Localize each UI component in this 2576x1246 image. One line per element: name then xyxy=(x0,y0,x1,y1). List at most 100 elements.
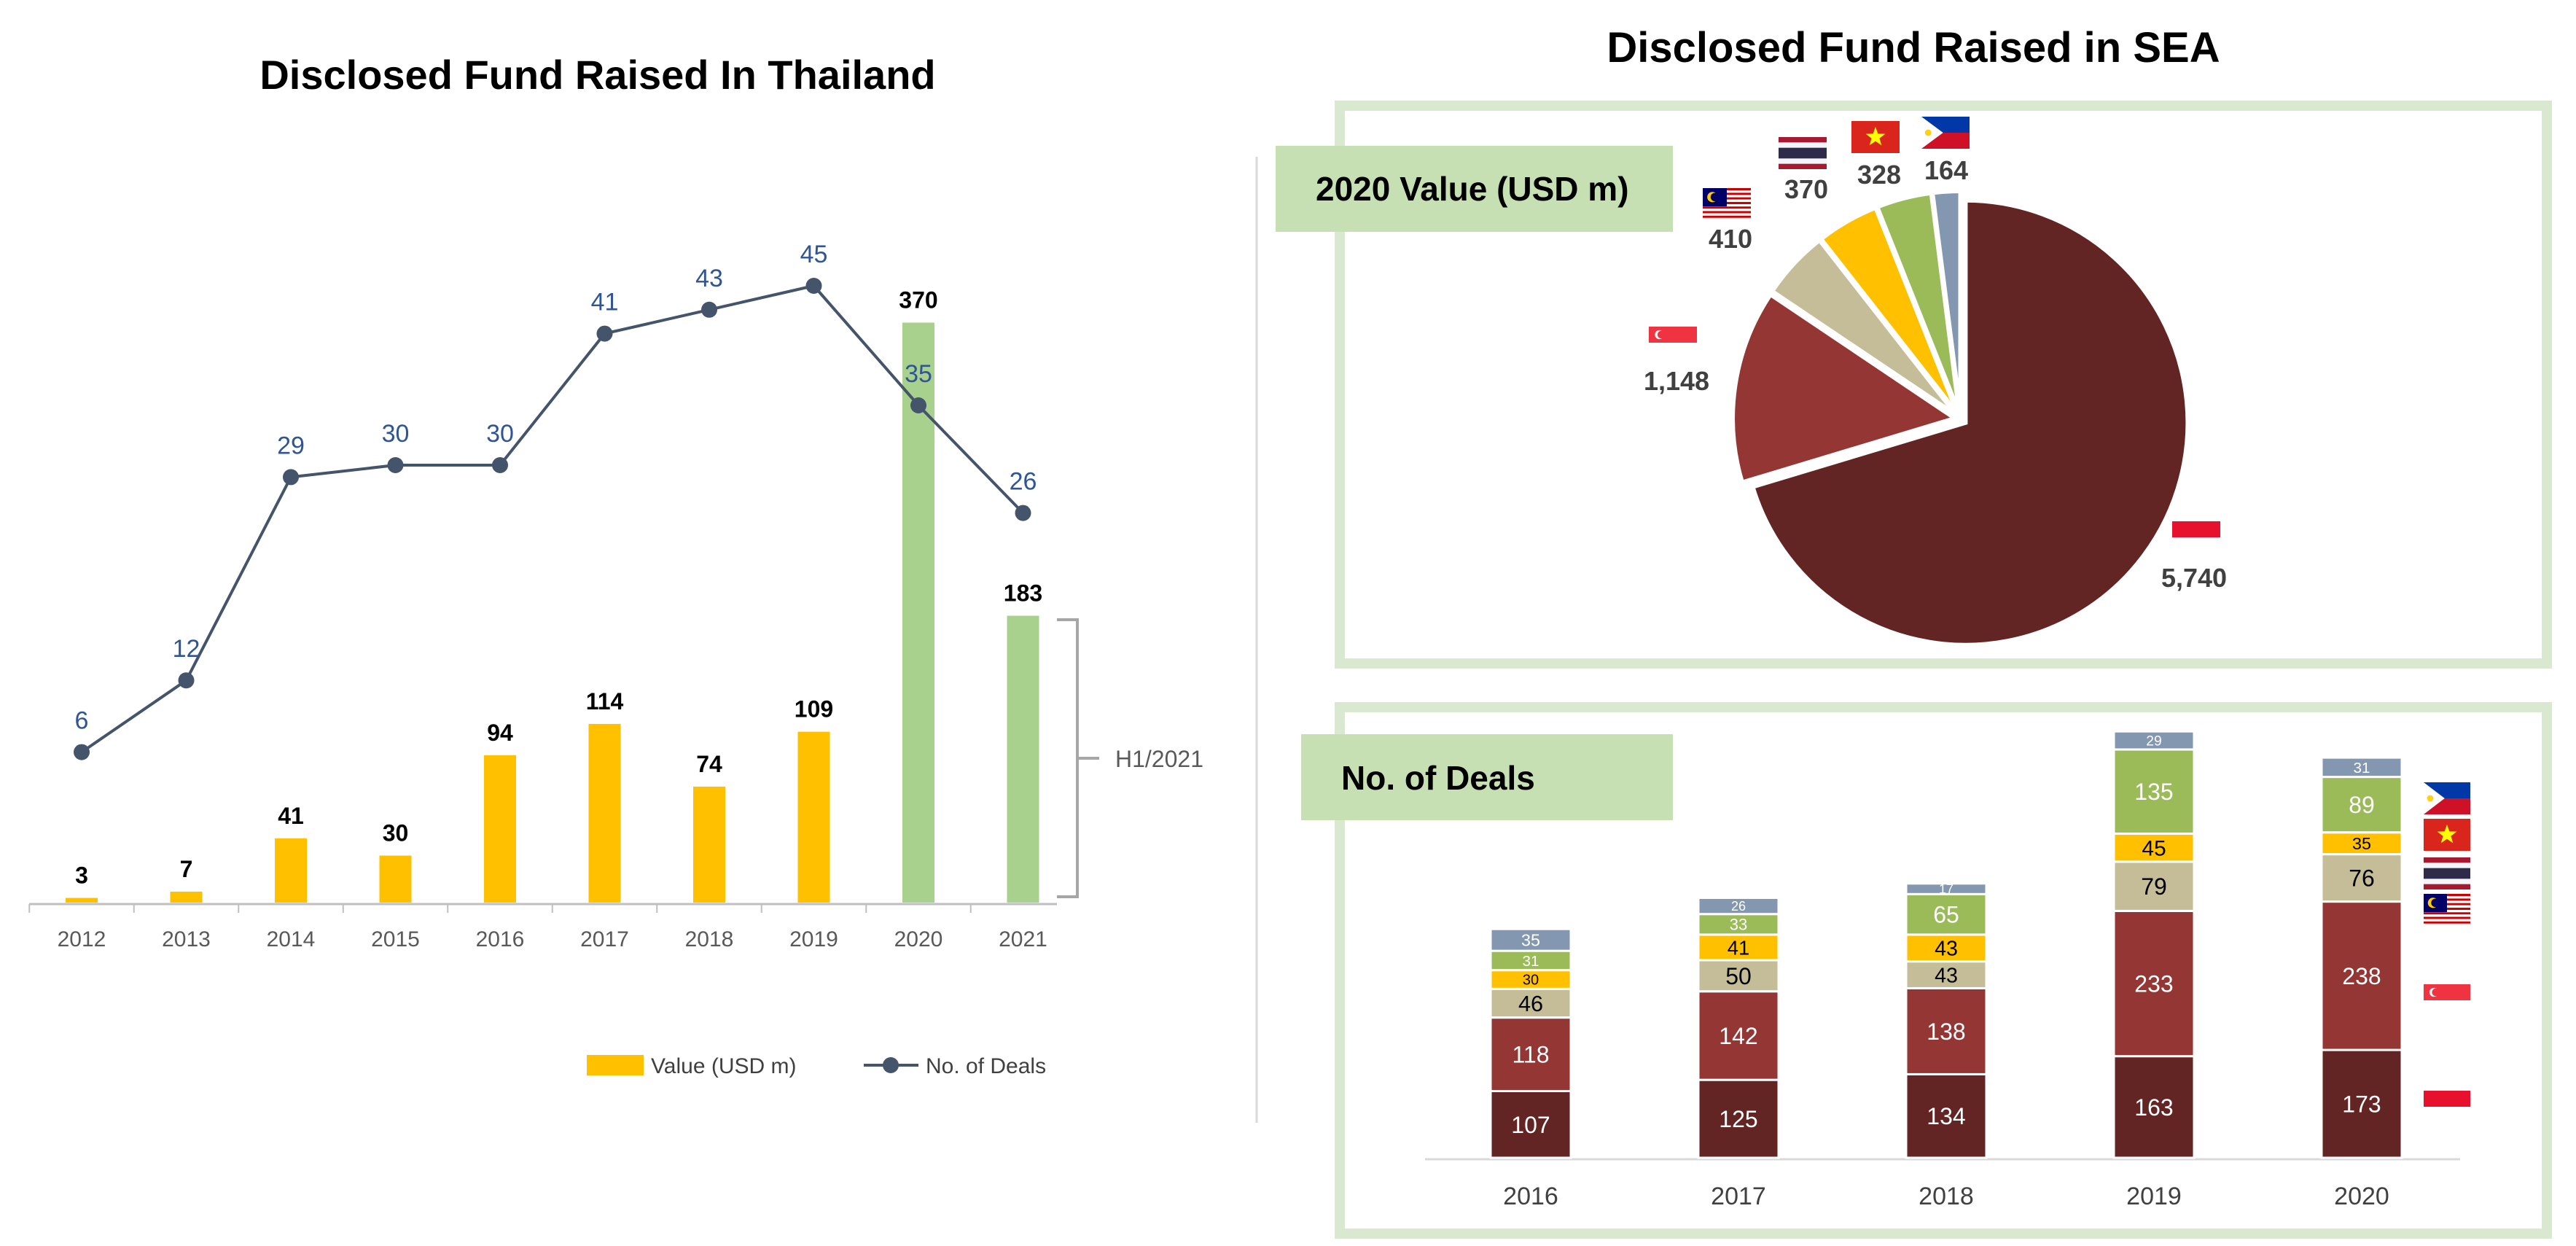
pie-label-malaysia: 410 xyxy=(1709,224,1752,254)
h1-2021-bracket xyxy=(1057,618,1099,898)
deals-point-2016 xyxy=(492,457,508,473)
stack-seg-2018-singapore xyxy=(1905,986,1988,1075)
bar-2015 xyxy=(379,855,412,903)
pie-slice-indonesia xyxy=(1749,198,2190,647)
stack-seg-2020-indonesia xyxy=(2320,1048,2403,1159)
stack-seg-2019-thailand xyxy=(2112,832,2196,863)
flag-philippines-icon xyxy=(2424,782,2470,814)
stack-seg-2019-vietnam xyxy=(2112,748,2196,835)
stack-seg-2019-malaysia xyxy=(2112,860,2196,912)
deals-point-2018 xyxy=(701,301,717,318)
deals-label-2018: 43 xyxy=(695,265,723,292)
bar-label-2013: 7 xyxy=(180,856,193,882)
sea-chart-title: Disclosed Fund Raised in SEA xyxy=(1607,24,2220,71)
stack-seg-2020-vietnam xyxy=(2320,776,2403,834)
stack-x-tick-2020: 2020 xyxy=(2334,1183,2389,1210)
flag-singapore-icon xyxy=(1649,327,1697,359)
stack-seg-2020-malaysia xyxy=(2320,853,2403,903)
h1-2021-annotation: H1/2021 xyxy=(1115,746,1203,772)
deals-point-2020 xyxy=(910,397,926,413)
stack-seg-2018-vietnam xyxy=(1905,892,1988,936)
stack-seg-2019-singapore xyxy=(2112,909,2196,1058)
flag-indonesia-icon xyxy=(2424,1091,2470,1123)
deals-line xyxy=(80,284,1024,754)
flag-malaysia-icon xyxy=(2424,894,2470,926)
x-tick-2012: 2012 xyxy=(58,927,106,951)
legend-deals-marker xyxy=(883,1057,899,1073)
stack-seg-2016-thailand xyxy=(1489,969,1572,990)
bar-label-2015: 30 xyxy=(383,820,409,846)
stack-label-2019-malaysia: 79 xyxy=(2141,873,2167,900)
x-tick-2016: 2016 xyxy=(476,927,525,951)
stack-label-2016-malaysia: 46 xyxy=(1518,992,1543,1016)
stack-label-2018-thailand: 43 xyxy=(1935,938,1958,961)
deals-point-2021 xyxy=(1015,505,1031,521)
stack-x-tick-2019: 2019 xyxy=(2126,1183,2182,1210)
stack-flags xyxy=(2424,782,2470,1123)
bar-2018 xyxy=(693,786,725,903)
stack-label-2020-philippines: 31 xyxy=(2354,760,2370,776)
stack-label-2017-vietnam: 33 xyxy=(1730,916,1747,934)
deals-label-2015: 30 xyxy=(382,420,410,448)
stack-panel-border xyxy=(1335,702,2552,1239)
x-tick-2013: 2013 xyxy=(162,927,211,951)
stack-label-2017-indonesia: 125 xyxy=(1719,1106,1757,1132)
stack-seg-2020-thailand xyxy=(2320,831,2403,856)
thailand-bar-labels: 3 7 41 30 94 114 74 109 370 183 xyxy=(75,287,1042,889)
stack-label-2019-vietnam: 135 xyxy=(2134,779,2173,805)
legend-deals-label: No. of Deals xyxy=(926,1054,1046,1078)
stack-x-tick-2018: 2018 xyxy=(1919,1183,1974,1210)
bar-label-2019: 109 xyxy=(795,696,833,723)
pie-subtitle-box xyxy=(1276,146,1673,232)
pie-slice-singapore xyxy=(1730,291,1961,486)
flag-philippines-icon xyxy=(1921,117,1970,149)
bar-2021 xyxy=(1007,615,1039,903)
stack-seg-2016-malaysia xyxy=(1489,987,1572,1019)
stack-label-2018-philippines: 17 xyxy=(1939,882,1954,897)
bar-label-2016: 94 xyxy=(487,720,513,746)
bar-2013 xyxy=(170,891,203,903)
stack-label-2017-thailand: 41 xyxy=(1728,936,1749,959)
x-tick-2020: 2020 xyxy=(894,927,943,951)
x-tick-2021: 2021 xyxy=(999,927,1047,951)
legend-value-label: Value (USD m) xyxy=(651,1054,796,1078)
sea-deals-panel: No. of Deals 107 118 46 30 31 35 125 142 50 41 33 2… xyxy=(1301,702,2552,1239)
stack-seg-2017-singapore xyxy=(1697,990,1780,1081)
stack-title: No. of Deals xyxy=(1341,759,1535,797)
deals-points xyxy=(74,278,1031,760)
stack-label-2018-singapore: 138 xyxy=(1927,1019,1965,1045)
x-tick-2015: 2015 xyxy=(371,927,420,951)
stack-bars: 107 118 46 30 31 35 125 142 50 41 33 26 134 138 43 43 65… xyxy=(1489,730,2403,1159)
stack-label-2016-singapore: 118 xyxy=(1512,1042,1549,1068)
bar-label-2014: 41 xyxy=(278,803,304,829)
bar-label-2012: 3 xyxy=(75,863,88,889)
stack-label-2018-vietnam: 65 xyxy=(1933,902,1959,928)
stack-label-2017-singapore: 142 xyxy=(1719,1023,1757,1049)
legend-value-swatch xyxy=(587,1055,644,1075)
stack-seg-2019-indonesia xyxy=(2112,1055,2196,1159)
stack-label-2016-philippines: 35 xyxy=(1521,931,1540,950)
bar-2014 xyxy=(275,838,307,903)
stack-label-2016-vietnam: 31 xyxy=(1523,953,1539,970)
flag-thailand-icon xyxy=(1779,137,1827,169)
flag-vietnam-icon xyxy=(2424,819,2470,851)
stack-label-2020-thailand: 35 xyxy=(2352,834,2371,853)
pie-label-vietnam: 328 xyxy=(1857,160,1901,190)
x-tick-2019: 2019 xyxy=(789,927,838,951)
stack-seg-2019-philippines xyxy=(2112,730,2196,751)
deals-label-2017: 41 xyxy=(591,289,619,316)
stack-seg-2018-indonesia xyxy=(1905,1072,1988,1159)
bar-2020 xyxy=(902,322,934,903)
pie-labels: 5,740 1,148 410 370 328 164 xyxy=(1644,117,2227,593)
stack-seg-2016-singapore xyxy=(1489,1016,1572,1093)
sea-value-panel: 2020 Value (USD m) 5,740 1,148 410 370 328 16… xyxy=(1276,101,2552,669)
deals-point-2019 xyxy=(805,278,822,294)
bar-label-2021: 183 xyxy=(1004,580,1042,607)
stack-seg-2018-thailand xyxy=(1905,933,1988,963)
stack-seg-2017-indonesia xyxy=(1697,1078,1780,1159)
x-tick-2018: 2018 xyxy=(685,927,734,951)
stack-title-box xyxy=(1301,734,1673,820)
stack-label-2020-malaysia: 76 xyxy=(2349,865,2375,892)
stack-label-2018-malaysia: 43 xyxy=(1935,964,1958,987)
stack-label-2019-indonesia: 163 xyxy=(2134,1094,2173,1121)
